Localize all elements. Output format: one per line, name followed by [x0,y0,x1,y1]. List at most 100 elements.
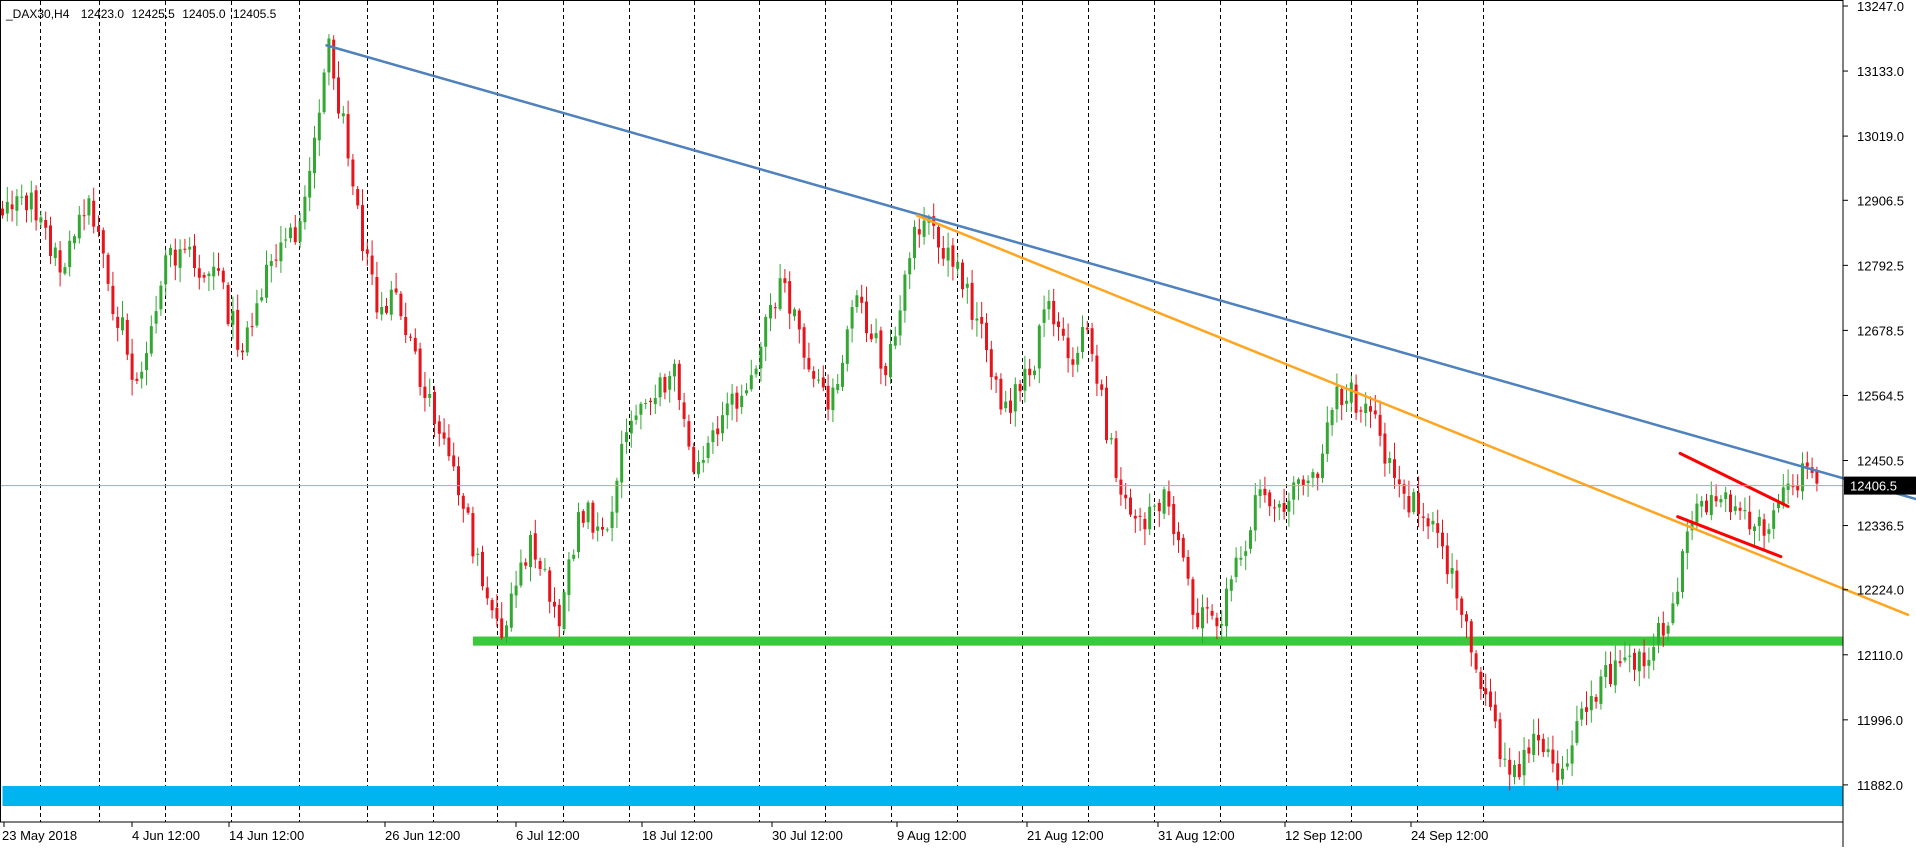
candle-body [59,250,62,272]
candle-body [1806,462,1809,466]
candle-body [44,220,47,228]
candle-body [836,384,839,390]
candle-body [279,242,282,261]
candle-body [1571,745,1574,763]
candle-body [1311,472,1314,478]
candle-body [1585,707,1588,712]
candle-body [1110,438,1113,439]
candle-body [1686,532,1689,553]
candle-body [539,561,542,569]
candle-body [1148,507,1151,530]
candle-body [1527,747,1530,753]
candle-body [1623,657,1626,660]
candle-body [894,336,897,345]
candle-body [707,443,710,458]
x-tick-label-1: 4 Jun 12:00 [132,828,200,843]
candle-body [1081,327,1084,352]
candle-body [711,430,714,442]
candle-body [1484,688,1487,694]
candle-body [1753,526,1756,531]
candle-body [659,377,662,397]
y-tick-label-6: 12564.5 [1857,388,1904,403]
candle-body [851,307,854,328]
candle-body [1191,579,1194,615]
candle-body [1791,486,1794,487]
candle-body [798,311,801,330]
candle-body [481,552,484,586]
candle-body [342,113,345,116]
candle-body [1244,551,1247,556]
candle-body [942,248,945,259]
header-symbol: _DAX30,H4 [5,7,70,21]
candle-body [1043,309,1046,322]
candle-body [1734,506,1737,511]
candle-body [721,415,724,433]
candle-body [164,255,167,284]
candle-body [1748,512,1751,530]
candle-body [1710,495,1713,515]
candle-body [11,204,14,209]
candle-body [678,364,681,400]
candle-body [294,227,297,242]
candle-body [697,462,700,474]
y-tick-label-5: 12678.5 [1857,323,1904,338]
candle-body [1,209,4,216]
candle-body [1671,603,1674,623]
candle-body [1254,495,1257,530]
candle-body [1451,568,1454,574]
candle-body [1652,647,1655,661]
candle-body [1326,422,1329,454]
candle-body [975,319,978,321]
candle-body [1345,401,1348,404]
candle-body [1215,618,1218,627]
candle-body [1259,489,1262,496]
x-tick-label-8: 21 Aug 12:00 [1027,828,1104,843]
candle-body [1700,501,1703,506]
candle-body [1307,481,1310,483]
candle-body [1676,592,1679,604]
candle-body [1038,326,1041,369]
candle-body [1235,558,1238,577]
x-tick-label-11: 24 Sep 12:00 [1411,828,1488,843]
candle-body [759,347,762,369]
candle-body [1643,652,1646,666]
candle-body [20,197,23,198]
candle-body [1047,301,1050,309]
candle-body [519,563,522,586]
candle-246 [1182,534,1185,562]
candle-body [255,303,258,325]
x-tick-label-5: 18 Jul 12:00 [642,828,713,843]
candle-body [1369,406,1372,411]
candle-body [1139,516,1142,517]
candle-body [745,390,748,393]
candle-body [1407,496,1410,512]
candle-body [1057,321,1060,327]
candle-body [1230,579,1233,591]
candle-26 [126,313,129,360]
header-info: _DAX30,H4 12423.0 12425.5 12405.0 12405.… [5,7,277,21]
candle-body [903,275,906,311]
candle-body [1393,459,1396,478]
candle-body [491,600,494,610]
candle-body [1739,508,1742,511]
candle-body [524,562,527,565]
candle-body [1225,589,1228,627]
candle-body [241,351,244,353]
candle-body [663,377,666,393]
candle-body [1556,763,1559,780]
candle-body [1115,438,1118,478]
candle-body [414,338,417,352]
candle-body [783,278,786,283]
candle-body [649,401,652,402]
candle-body [155,311,158,324]
candle-body [1163,489,1166,513]
candle-body [1499,719,1502,759]
candle-body [467,507,470,512]
candle-144 [692,443,695,475]
candle-body [217,268,220,271]
candle-body [1436,523,1439,533]
candle-body [668,376,671,390]
candle-body [1547,749,1550,752]
